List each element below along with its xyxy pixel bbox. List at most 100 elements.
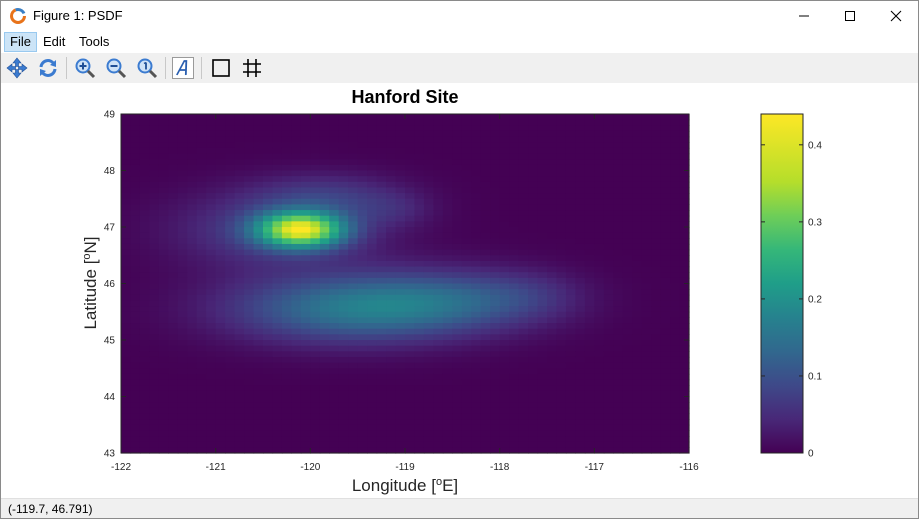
- heatmap-cell: [575, 187, 586, 194]
- heatmap-cell: [528, 419, 539, 426]
- heatmap-cell: [499, 238, 510, 245]
- menu-tools[interactable]: Tools: [79, 34, 110, 49]
- heatmap-cell: [603, 351, 614, 358]
- heatmap-cell: [196, 419, 207, 426]
- heatmap-cell: [518, 289, 529, 296]
- menu-edit[interactable]: Edit: [43, 34, 66, 49]
- zoom-in-button[interactable]: [73, 56, 97, 80]
- heatmap-cell: [263, 294, 274, 302]
- heatmap-cell: [594, 379, 605, 386]
- heatmap-cell: [461, 210, 472, 217]
- heatmap-cell: [547, 114, 558, 121]
- heatmap-cell: [547, 436, 558, 443]
- heatmap-cell: [565, 260, 576, 268]
- heatmap-cell: [594, 345, 605, 352]
- heatmap-cell: [177, 198, 188, 205]
- heatmap-cell: [234, 289, 245, 296]
- heatmap-cell: [196, 164, 207, 172]
- heatmap-cell: [528, 379, 539, 386]
- figure-canvas[interactable]: Hanford Site -122 -121 -120 -119 -118 -117 -11…: [1, 83, 918, 498]
- close-button[interactable]: [873, 1, 918, 31]
- heatmap-cell: [537, 142, 548, 149]
- grid-button[interactable]: [240, 56, 264, 80]
- heatmap-cell: [518, 413, 529, 420]
- heatmap-cell: [215, 323, 226, 330]
- heatmap-cell: [518, 385, 529, 392]
- heatmap-cell: [272, 198, 283, 205]
- heatmap-cell: [565, 345, 576, 352]
- heatmap-cell: [376, 204, 387, 211]
- heatmap-cell: [622, 119, 633, 126]
- heatmap-cell: [594, 147, 605, 155]
- heatmap-cell: [291, 441, 302, 448]
- heatmap-cell: [139, 272, 150, 279]
- heatmap-cell: [613, 368, 624, 375]
- heatmap-cell: [480, 255, 491, 262]
- heatmap-cell: [329, 221, 340, 228]
- heatmap-cell: [509, 193, 520, 200]
- heatmap-cell: [386, 210, 397, 217]
- zoom-out-button[interactable]: [104, 56, 128, 80]
- axes-box-button[interactable]: [209, 56, 233, 80]
- heatmap-cell: [215, 373, 226, 381]
- heatmap-cell: [168, 436, 179, 443]
- heatmap-cell: [130, 396, 141, 403]
- heatmap-cell: [196, 136, 207, 143]
- heatmap-cell: [272, 136, 283, 143]
- minimize-button[interactable]: [781, 1, 827, 31]
- heatmap-cell: [291, 373, 302, 381]
- heatmap-cell: [234, 232, 245, 239]
- rotate-icon: [39, 59, 57, 77]
- heatmap-cell: [310, 396, 321, 403]
- heatmap-cell: [660, 419, 671, 426]
- heatmap-cell: [149, 215, 160, 222]
- heatmap-cell: [622, 243, 633, 251]
- pan-button[interactable]: [5, 56, 29, 80]
- heatmap-cell: [177, 351, 188, 358]
- heatmap-cell: [509, 430, 520, 437]
- heatmap-cell: [490, 340, 501, 347]
- insert-text-button[interactable]: [171, 56, 195, 80]
- heatmap-cell: [177, 193, 188, 200]
- heatmap-cell: [139, 289, 150, 296]
- heatmap-cell: [168, 311, 179, 318]
- heatmap-cell: [215, 170, 226, 177]
- heatmap-cell: [670, 130, 681, 138]
- menu-file[interactable]: File: [4, 32, 37, 52]
- heatmap-cell: [632, 170, 643, 177]
- heatmap-cell: [461, 351, 472, 358]
- heatmap-cell: [679, 294, 690, 302]
- heatmap-cell: [367, 379, 378, 386]
- heatmap-cell: [310, 441, 321, 448]
- heatmap-cell: [603, 210, 614, 217]
- heatmap-cell: [547, 277, 558, 285]
- heatmap-cell: [376, 232, 387, 239]
- heatmap-cell: [509, 147, 520, 155]
- maximize-button[interactable]: [827, 1, 873, 31]
- heatmap-cell: [357, 260, 368, 268]
- heatmap-cell: [130, 227, 141, 234]
- heatmap-cell: [632, 289, 643, 296]
- heatmap-cell: [281, 153, 292, 160]
- heatmap-cell: [234, 419, 245, 426]
- heatmap-cell: [149, 125, 160, 132]
- heatmap-cell: [376, 142, 387, 149]
- heatmap-cell: [442, 385, 453, 392]
- heatmap-cell: [414, 272, 425, 279]
- zoom-reset-button[interactable]: [135, 56, 159, 80]
- heatmap-cell: [234, 379, 245, 386]
- psdf-figure[interactable]: Hanford Site -122 -121 -120 -119 -118 -117 -11…: [1, 83, 918, 498]
- heatmap-cell: [225, 345, 236, 352]
- heatmap-cell: [405, 164, 416, 172]
- heatmap-cell: [641, 221, 652, 228]
- heatmap-cell: [196, 311, 207, 318]
- rotate-button[interactable]: [36, 56, 60, 80]
- heatmap-cell: [528, 164, 539, 172]
- heatmap-cell: [556, 147, 567, 155]
- heatmap-cell: [565, 142, 576, 149]
- heatmap-cell: [196, 204, 207, 211]
- heatmap-cell: [651, 125, 662, 132]
- heatmap-cell: [244, 255, 255, 262]
- heatmap-cell: [253, 413, 264, 420]
- heatmap-cell: [196, 306, 207, 313]
